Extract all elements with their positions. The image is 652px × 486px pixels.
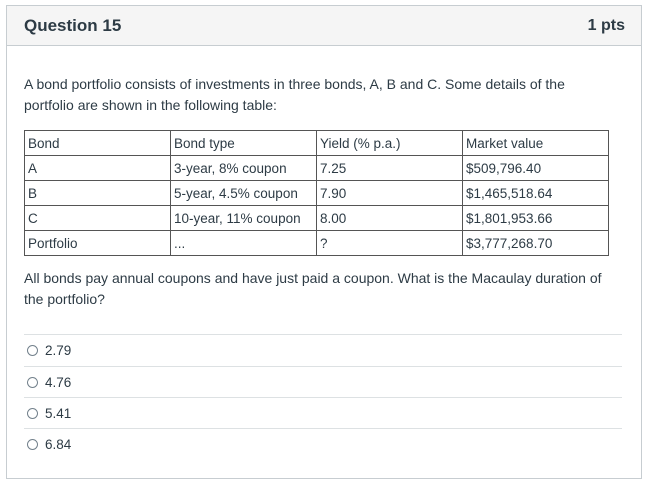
question-intro: A bond portfolio consists of investments… (24, 76, 565, 113)
table-header-row: Bond Bond type Yield (% p.a.) Market val… (24, 130, 609, 156)
table-cell: Portfolio (24, 230, 171, 256)
answer-option-4[interactable]: 6.84 (24, 428, 622, 459)
question-body: A bond portfolio consists of investments… (7, 46, 641, 459)
table-row: Portfolio ... ? $3,777,268.70 (24, 230, 609, 256)
table-cell: ? (316, 230, 463, 256)
table-cell: $3,777,268.70 (462, 230, 609, 256)
table-row: A 3-year, 8% coupon 7.25 $509,796.40 (24, 155, 609, 181)
table-cell: $1,801,953.66 (462, 205, 609, 231)
table-cell: 8.00 (316, 205, 463, 231)
answer-label: 6.84 (45, 436, 72, 452)
table-cell: 7.90 (316, 180, 463, 206)
answer-option-3[interactable]: 5.41 (24, 397, 622, 428)
table-header-cell: Bond type (170, 130, 317, 156)
table-cell: B (24, 180, 171, 206)
table-header-cell: Bond (24, 130, 171, 156)
question-header: Question 15 1 pts (7, 6, 641, 46)
radio-button[interactable] (27, 345, 38, 356)
answer-option-2[interactable]: 4.76 (24, 366, 622, 397)
table-cell: A (24, 155, 171, 181)
table-cell: $1,465,518.64 (462, 180, 609, 206)
radio-button[interactable] (27, 438, 38, 450)
answer-list: 2.79 4.76 5.41 6.84 (24, 334, 622, 459)
table-cell: 5-year, 4.5% coupon (170, 180, 317, 206)
table-row: B 5-year, 4.5% coupon 7.90 $1,465,518.64 (24, 180, 609, 206)
table-cell: ... (170, 230, 317, 256)
question-points: 1 pts (587, 16, 625, 34)
table-header-cell: Market value (462, 130, 609, 156)
table-cell: 7.25 (316, 155, 463, 181)
radio-button[interactable] (27, 407, 38, 419)
question-card: Question 15 1 pts A bond portfolio consi… (6, 5, 642, 479)
answer-label: 5.41 (45, 405, 72, 421)
table-cell: 3-year, 8% coupon (170, 155, 317, 181)
table-row: C 10-year, 11% coupon 8.00 $1,801,953.66 (24, 205, 609, 231)
table-cell: $509,796.40 (462, 155, 609, 181)
table-cell: 10-year, 11% coupon (170, 205, 317, 231)
answer-label: 4.76 (45, 374, 72, 390)
answer-label: 2.79 (45, 343, 72, 358)
question-prompt: All bonds pay annual coupons and have ju… (24, 270, 602, 307)
question-title: Question 15 (24, 15, 122, 35)
table-header-cell: Yield (% p.a.) (316, 130, 463, 156)
radio-button[interactable] (27, 376, 38, 388)
table-cell: C (24, 205, 171, 231)
portfolio-table: Bond Bond type Yield (% p.a.) Market val… (24, 130, 609, 256)
answer-option-1[interactable]: 2.79 (24, 334, 622, 366)
